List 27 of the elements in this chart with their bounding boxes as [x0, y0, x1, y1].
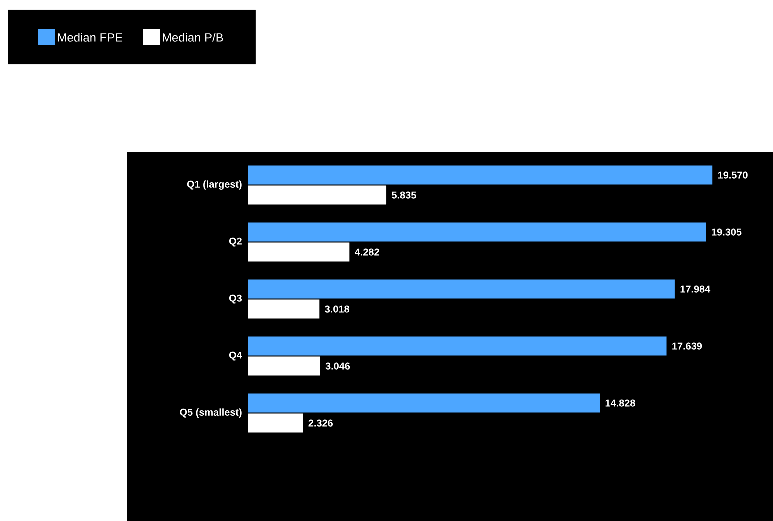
data-label: 5.835	[392, 192, 416, 199]
bar	[248, 394, 600, 413]
bar	[248, 222, 706, 242]
data-label: 3.046	[326, 362, 350, 370]
data-label: 19.305	[712, 228, 742, 236]
bar	[248, 166, 713, 185]
data-label: 2.326	[308, 420, 333, 427]
bar	[248, 280, 675, 299]
data-label: 17.984	[680, 286, 711, 293]
data-label: 4.282	[355, 248, 380, 256]
bar	[248, 186, 387, 205]
data-label: 17.639	[672, 342, 702, 350]
legend-label: Median FPE	[58, 33, 123, 42]
data-label: 3.018	[325, 306, 350, 313]
y-tick-label: Q5 (smallest)	[180, 408, 242, 418]
bar	[248, 336, 667, 356]
data-label: 14.828	[606, 400, 636, 407]
legend-label: Median P/B	[163, 33, 224, 42]
data-label: 19.570	[718, 172, 748, 179]
y-tick-label: Q2	[229, 238, 242, 247]
bar	[248, 242, 350, 262]
bar	[248, 356, 320, 376]
bar	[248, 300, 320, 319]
y-tick-label: Q3	[229, 294, 242, 304]
y-tick-label: Q4	[229, 352, 242, 361]
y-tick-label: Q1 (largest)	[187, 180, 242, 190]
bar	[248, 414, 304, 433]
